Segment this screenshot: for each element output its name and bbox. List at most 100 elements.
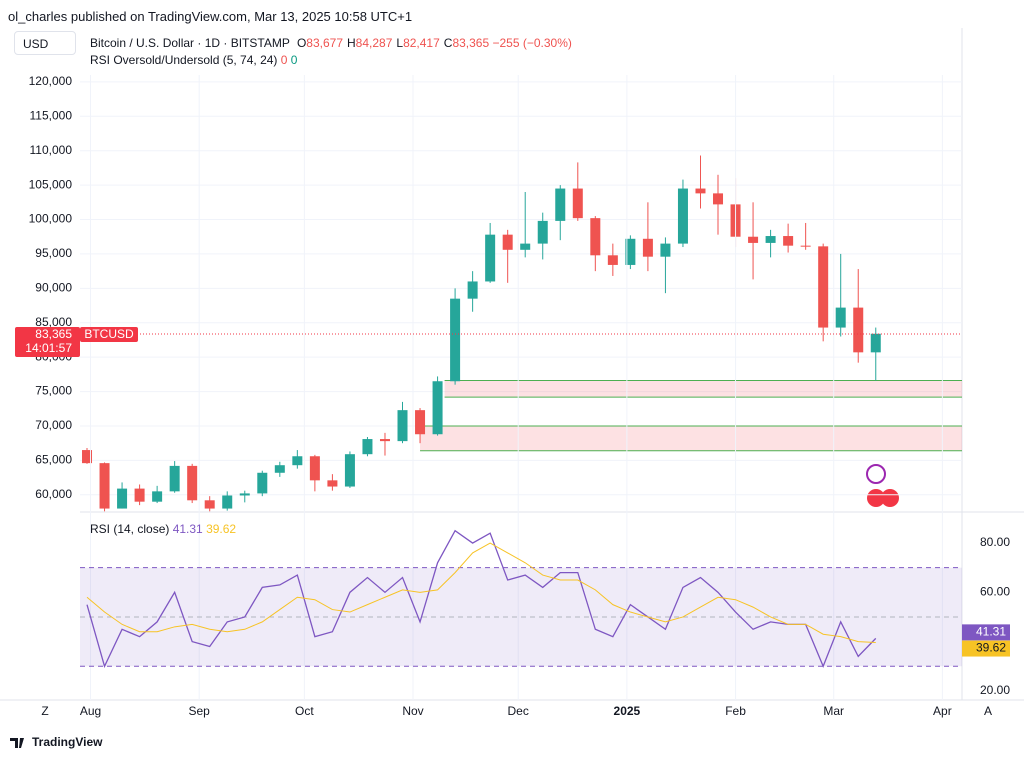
change: −255 (−0.30%) [492,36,572,50]
value-badge-label: 39.62 [976,641,1006,655]
candle-body [415,410,426,435]
event-icon[interactable] [866,464,886,484]
indicator: RSI Oversold/Undersold (5, 74, 24) [90,53,278,67]
y-tick-label: 115,000 [30,108,73,122]
candle-body [187,465,198,501]
candle-body [467,281,478,299]
indicator-value: 0 [290,53,298,67]
candle-body [748,236,759,243]
candle-body [835,307,846,328]
y-tick-label: 85,000 [35,315,72,329]
event-icon[interactable] [881,489,899,507]
candle-body [362,439,373,455]
x-tick-label: Mar [823,704,844,718]
y-tick-label: 90,000 [35,281,72,295]
candle-body [555,188,566,221]
x-tick-label: Apr [933,704,952,718]
ohlc-value: 83,365 [452,36,490,50]
x-tick-label: 2025 [614,704,641,718]
rsi-title: RSI (14, close) [90,522,170,536]
candle-body [502,234,513,250]
ohlc-value: 82,417 [403,36,440,50]
ohlc-label: L [396,36,404,50]
candle-body [309,456,320,481]
published: ol_charles published on TradingView.com,… [8,9,413,24]
y-tick-label: 110,000 [30,143,73,157]
ohlc-label: O [296,36,307,50]
candle-body [82,450,93,464]
y-tick-label: 80.00 [980,535,1010,549]
ohlc: O83,677 H84,287 L82,417 C83,365 [293,36,489,50]
x-tick-label: Sep [189,704,211,718]
scale-button[interactable]: A [984,704,992,718]
brand-logo [10,738,24,748]
x-tick-label: Nov [402,704,423,718]
candle-body [379,439,390,442]
symbol: Bitcoin / U.S. Dollar · 1D · BITSTAMP [90,36,290,50]
ohlc-value: 83,677 [306,36,343,50]
candle-body [117,488,128,509]
y-tick-label: 60,000 [35,487,72,501]
rsi-line [86,529,877,669]
indicator-value: 0 [280,53,288,67]
candle-body [327,480,338,487]
x-tick-label: Aug [80,704,101,718]
currency-button[interactable]: USD [14,31,76,55]
y-tick-label: 65,000 [35,453,72,467]
candle-body [870,333,881,353]
event-icon[interactable] [867,489,885,507]
candle-body [713,193,724,205]
y-tick-label: 95,000 [35,246,72,260]
candle-body [607,255,618,265]
candle-body [169,465,180,492]
y-tick-label: 120,000 [29,74,73,88]
indicator-row: RSI Oversold/Undersold (5, 74, 24) 0 0 [90,53,297,67]
candle-body [99,463,110,509]
y-tick-label: 75,000 [35,384,72,398]
candle-body [537,220,548,244]
candle-body [520,243,531,250]
candle-body [572,188,583,219]
last-price-label: 83,365 [35,327,72,341]
candle-body [292,456,303,466]
candle-body [344,454,355,487]
candle-body [625,238,636,265]
x-tick-label: Oct [295,704,314,718]
zone [444,380,962,398]
candle-body [765,236,776,243]
candle-body [642,238,653,257]
brand: TradingView [32,735,103,749]
rsi-legend: RSI (14, close) 41.31 39.62 [90,522,236,536]
countdown: 14:01:57 [25,341,72,355]
candle-body [660,243,671,257]
candle-body [818,246,829,328]
y-tick-label: 100,000 [29,212,73,226]
candle-body [152,491,163,502]
candle-body [134,488,145,502]
candle-body [222,495,233,509]
symbol-label: BTCUSD [84,327,134,341]
value-badge [962,640,1010,657]
x-tick-label: Dec [508,704,529,718]
rsi-value: 41.31 [172,522,203,536]
candle-body [397,410,408,442]
rsi-pane [80,529,962,669]
candle-body [450,298,461,382]
y-tick-label: 105,000 [29,177,73,191]
value-badge-label: 41.31 [976,625,1006,639]
zone [420,425,962,451]
price-pane [80,81,962,512]
candle-body [485,234,496,282]
candle-body [783,236,794,246]
candle-body [695,188,706,194]
symbol-badge [80,326,138,342]
ohlc-label: C [443,36,453,50]
candle-body [800,245,811,247]
y-tick-label: 60.00 [980,584,1010,598]
ohlc-value: 84,287 [355,36,393,50]
scale-button[interactable]: Z [41,704,48,718]
candle-body [274,465,285,473]
